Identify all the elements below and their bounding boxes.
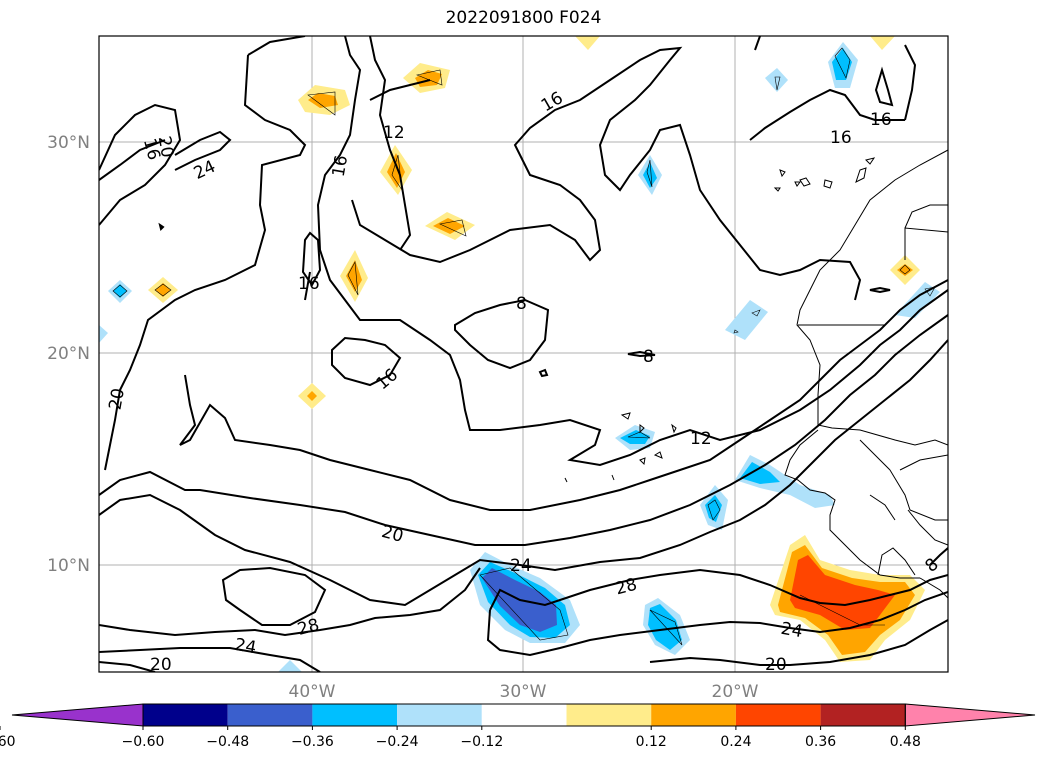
lon-tick-label: 20°W <box>712 682 759 702</box>
colorbar-segment <box>481 704 567 726</box>
contour-label: 8 <box>643 347 654 367</box>
colorbar-segment <box>820 704 906 726</box>
colorbar-segment <box>227 704 313 726</box>
lon-tick-label: 40°W <box>289 682 336 702</box>
colorbar-segment <box>397 704 482 726</box>
colorbar-tick-label: −0.60 <box>122 734 165 750</box>
colorbar-segment <box>651 704 736 726</box>
lat-tick-label: 30°N <box>47 133 90 153</box>
lon-tick-label: 30°W <box>500 682 547 702</box>
contour-label: 12 <box>690 429 712 449</box>
colorbar-segment <box>566 704 652 726</box>
colorbar-tick-label: −0.36 <box>291 734 334 750</box>
contour-label: 8 <box>516 294 527 314</box>
colorbar-extend-high <box>904 703 1036 727</box>
colorbar-tick-label: −0.48 <box>206 734 249 750</box>
contour-label: 24 <box>510 556 532 576</box>
contour-label: 12 <box>383 123 405 143</box>
colorbar-segment <box>312 704 398 726</box>
gridlines <box>99 36 948 672</box>
colorbar-tick-label: 0.36 <box>805 734 836 750</box>
colorbar-tick-label: 0.24 <box>720 734 751 750</box>
colorbar-extend-low <box>11 703 144 727</box>
contour-label: 20 <box>150 655 172 675</box>
contour-label: 16 <box>329 154 352 179</box>
map-title: 2022091800 F024 <box>445 8 602 28</box>
coastlines <box>564 149 948 599</box>
contour-label: 16 <box>298 274 320 294</box>
colorbar: −0.60 −0.48 −0.36 −0.24 −0.12 0.12 0.24 0.36 0.4… <box>0 703 1036 750</box>
contour-label: 20 <box>765 655 787 675</box>
colorbar-segment <box>735 704 821 726</box>
contour-label: 24 <box>233 635 258 658</box>
colorbar-tick-label: 0.12 <box>636 734 667 750</box>
colorbar-segment <box>143 704 228 726</box>
contour-label: 20 <box>154 135 177 160</box>
lat-tick-label: 20°N <box>47 344 90 364</box>
plot-frame <box>98 35 949 673</box>
lat-tick-label: 10°N <box>47 556 90 576</box>
colorbar-tick-label: −0.12 <box>460 734 503 750</box>
colorbar-frame <box>142 703 906 727</box>
contour-label: 20 <box>106 387 129 412</box>
colorbar-tick-label: −0.24 <box>376 734 419 750</box>
contour-label: 16 <box>870 110 892 130</box>
contour-label: 24 <box>779 619 804 642</box>
contour-label: 16 <box>830 128 852 148</box>
colorbar-tick-label: 0.48 <box>890 734 921 750</box>
colorbar-tick-label: 0.60 <box>0 734 16 750</box>
contours <box>99 36 948 672</box>
